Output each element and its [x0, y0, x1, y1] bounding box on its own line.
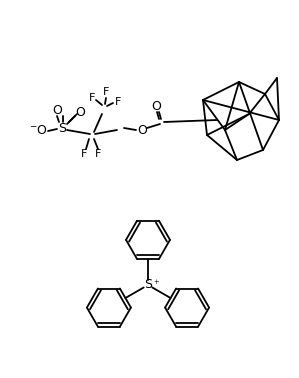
- Text: O: O: [151, 99, 161, 113]
- Text: F: F: [103, 87, 109, 97]
- Text: O: O: [137, 124, 147, 136]
- Text: F: F: [115, 97, 121, 107]
- Text: O: O: [75, 105, 85, 118]
- Text: S: S: [144, 279, 152, 291]
- Text: F: F: [89, 93, 95, 103]
- Text: F: F: [95, 149, 101, 159]
- Text: F: F: [81, 149, 87, 159]
- Text: S: S: [58, 121, 66, 135]
- Text: $^{-}$O: $^{-}$O: [28, 124, 48, 138]
- Text: $^{+}$: $^{+}$: [152, 279, 159, 289]
- Text: O: O: [52, 104, 62, 116]
